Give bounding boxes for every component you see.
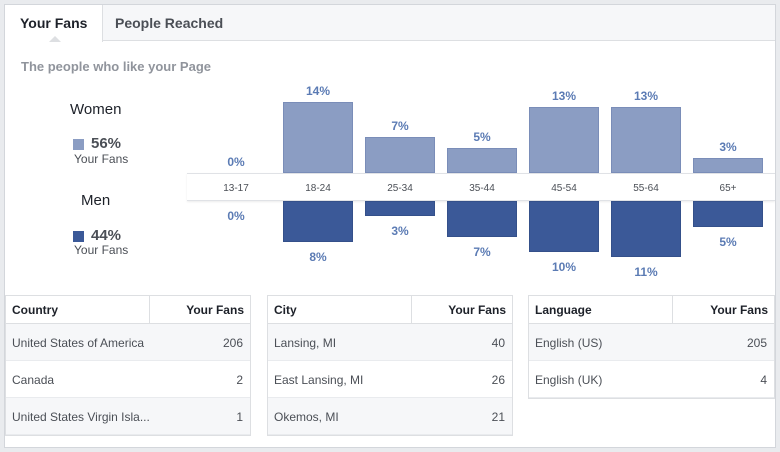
city-name-cell: Lansing, MI	[274, 336, 337, 350]
city-table: City Your Fans Lansing, MI 40 East Lansing…	[267, 295, 513, 436]
women-bar[interactable]	[283, 101, 353, 173]
men-bar[interactable]	[447, 201, 517, 237]
men-percent-label: 8%	[309, 249, 327, 264]
table-row: English (US) 205	[529, 324, 774, 361]
men-bar[interactable]	[529, 201, 599, 252]
women-percent-label: 3%	[719, 139, 737, 154]
table-row: United States Virgin Isla... 1	[6, 398, 250, 435]
age-tick-label: 65+	[719, 183, 737, 194]
language-name-cell: English (UK)	[535, 373, 603, 387]
age-axis	[187, 173, 775, 201]
table-row: English (UK) 4	[529, 361, 774, 398]
city-name-cell: East Lansing, MI	[274, 373, 364, 387]
table-row: East Lansing, MI 26	[268, 361, 512, 398]
language-name-cell: English (US)	[535, 336, 603, 350]
language-column-header: Language	[535, 303, 592, 317]
country-name-cell: United States of America	[12, 336, 145, 350]
men-bar[interactable]	[693, 201, 763, 227]
tab-people-reached[interactable]: People Reached	[115, 15, 224, 31]
city-table-header: City Your Fans	[268, 296, 512, 324]
age-tick-label: 13-17	[223, 183, 249, 194]
audience-card: Your Fans People Reached The people who …	[4, 4, 776, 448]
language-fans-column-header: Your Fans	[710, 303, 768, 317]
men-bar[interactable]	[365, 201, 435, 217]
language-table: Language Your Fans English (US) 205 Englis…	[528, 295, 775, 399]
country-name-cell: United States Virgin Isla...	[12, 410, 150, 424]
city-fans-cell: 40	[491, 336, 505, 350]
country-fans-cell: 1	[236, 410, 243, 424]
men-bar[interactable]	[611, 201, 681, 258]
table-row: Okemos, MI 21	[268, 398, 512, 435]
legend-women-percent: 56%	[91, 135, 122, 152]
women-bar[interactable]	[529, 106, 599, 173]
women-percent-label: 0%	[227, 155, 245, 169]
language-fans-cell: 4	[760, 373, 767, 387]
age-gender-chart: 13-17 0% 0% 18-24 14% 8% 25-34 7% 3% 35-44 5% 7% 45-…	[5, 5, 775, 295]
women-percent-label: 14%	[305, 83, 331, 98]
women-percent-label: 13%	[633, 88, 659, 103]
men-bar[interactable]	[283, 201, 353, 242]
men-percent-label: 7%	[473, 244, 491, 259]
men-percent-label: 0%	[227, 209, 245, 223]
age-tick-label: 35-44	[469, 183, 495, 194]
table-row: Canada 2	[6, 361, 250, 398]
age-tick-label: 55-64	[633, 183, 659, 194]
country-fans-cell: 206	[222, 336, 243, 350]
men-percent-label: 10%	[551, 260, 577, 274]
women-bar[interactable]	[365, 137, 435, 173]
country-table-header: Country Your Fans	[6, 296, 250, 324]
legend-women-caption: Your Fans	[74, 152, 129, 166]
country-fans-column-header: Your Fans	[186, 303, 244, 317]
age-tick-label: 45-54	[551, 183, 577, 194]
men-percent-label: 5%	[719, 234, 737, 249]
legend-men-percent: 44%	[91, 227, 122, 244]
city-fans-cell: 21	[491, 410, 505, 424]
tab-bar: Your Fans People Reached	[5, 5, 775, 42]
section-subtitle: The people who like your Page	[21, 59, 211, 74]
legend-men-swatch	[73, 231, 84, 242]
column-divider	[672, 296, 673, 324]
women-bar[interactable]	[611, 106, 681, 173]
age-tick-label: 25-34	[387, 183, 413, 194]
men-percent-label: 11%	[634, 265, 658, 280]
country-name-cell: Canada	[12, 373, 55, 387]
legend-men-title: Men	[81, 192, 111, 209]
language-table-header: Language Your Fans	[529, 296, 774, 324]
table-row: Lansing, MI 40	[268, 324, 512, 361]
column-divider	[411, 296, 412, 324]
country-table: Country Your Fans United States of Ameri…	[5, 295, 251, 436]
city-fans-cell: 26	[491, 373, 505, 387]
language-fans-cell: 205	[746, 336, 767, 350]
legend-men-caption: Your Fans	[74, 243, 129, 257]
women-percent-label: 7%	[391, 119, 409, 134]
city-column-header: City	[274, 303, 297, 317]
legend-women-swatch	[73, 139, 84, 150]
city-name-cell: Okemos, MI	[274, 410, 339, 424]
women-percent-label: 13%	[551, 88, 577, 103]
table-row: United States of America 206	[6, 324, 250, 361]
women-bar[interactable]	[693, 157, 763, 173]
tab-your-fans[interactable]: Your Fans	[5, 5, 104, 42]
women-percent-label: 5%	[473, 129, 491, 144]
age-tick-label: 18-24	[305, 183, 331, 194]
country-fans-cell: 2	[236, 373, 243, 387]
men-percent-label: 3%	[391, 224, 409, 239]
legend-women-title: Women	[70, 101, 122, 118]
column-divider	[149, 296, 150, 324]
country-column-header: Country	[12, 303, 58, 317]
women-bar[interactable]	[447, 147, 517, 173]
city-fans-column-header: Your Fans	[448, 303, 506, 317]
